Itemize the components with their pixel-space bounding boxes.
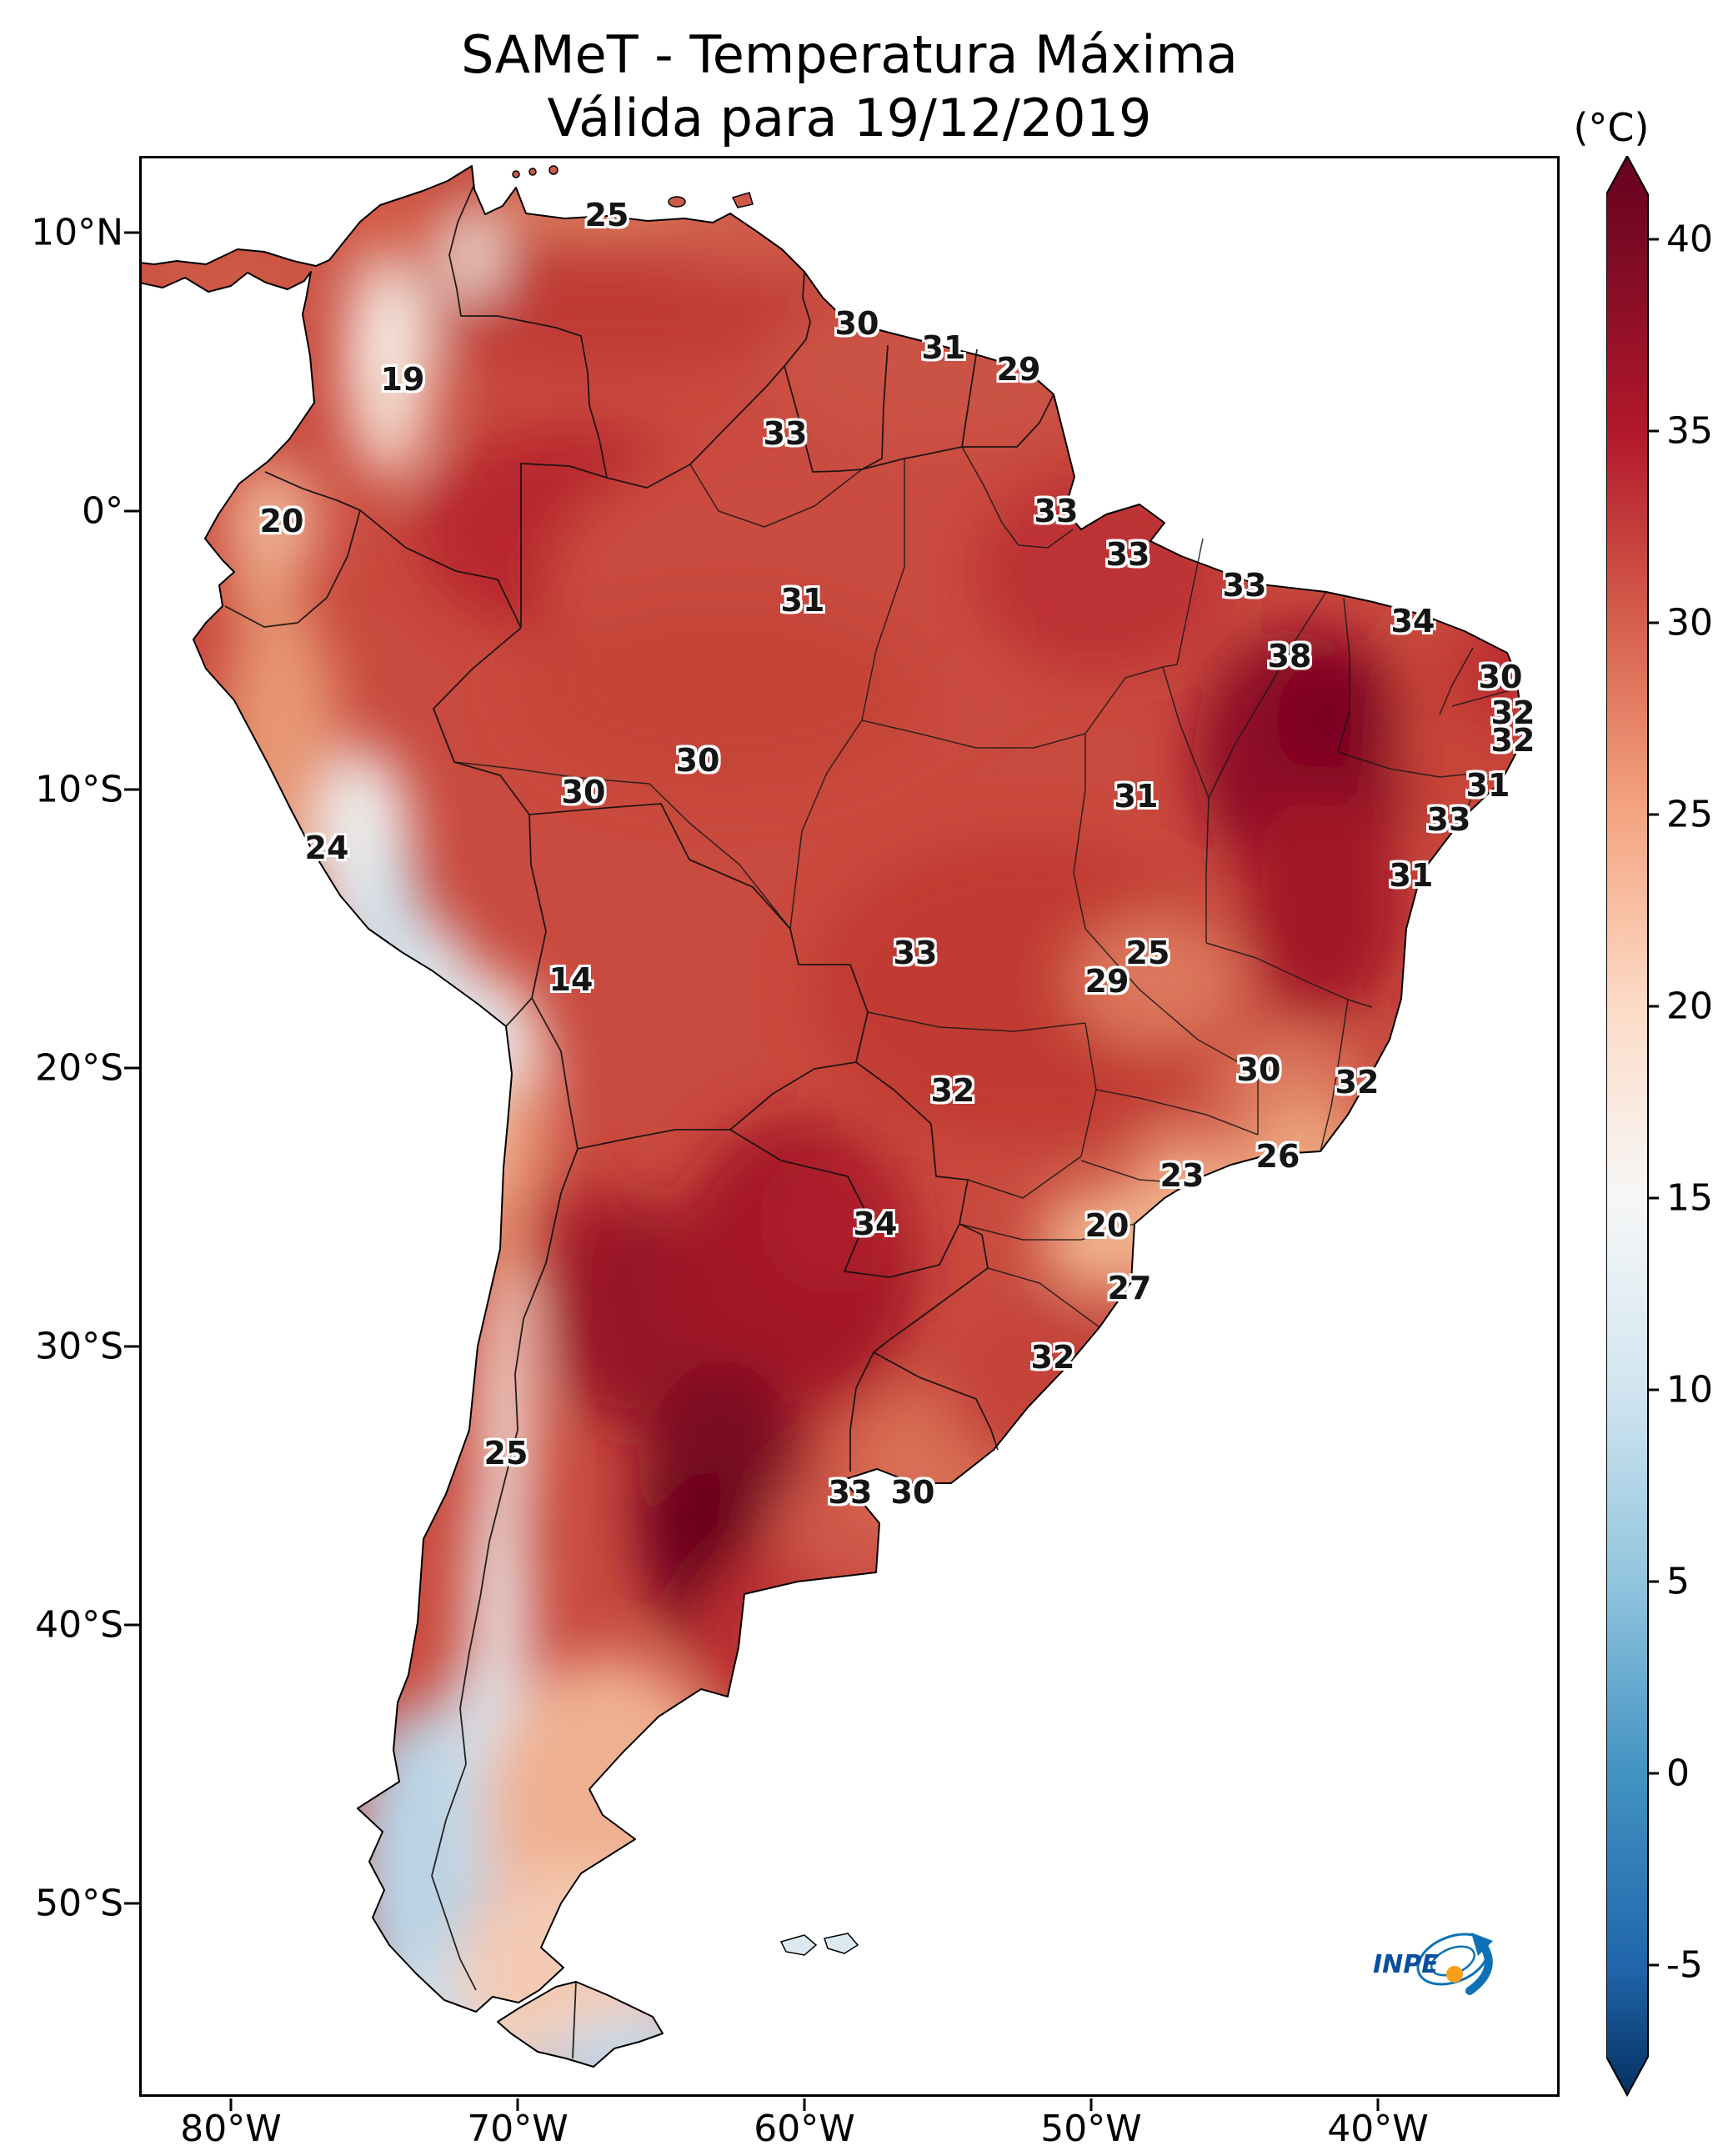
colorbar-unit-label: (°C) xyxy=(1573,105,1650,150)
longitude-tick-mark xyxy=(1376,2098,1380,2111)
colorbar-tick-label: 5 xyxy=(1666,1560,1690,1603)
latitude-tick-label: 30°S xyxy=(35,1325,123,1368)
latitude-tick-label: 40°S xyxy=(35,1603,123,1647)
latitude-tick-label: 50°S xyxy=(35,1882,123,1925)
latitude-tick-mark xyxy=(124,1066,139,1070)
colorbar xyxy=(1606,156,1649,2098)
inpe-logo-text: INPE xyxy=(1373,1950,1439,1979)
longitude-tick-label: 60°W xyxy=(754,2108,855,2150)
chart-subtitle: Válida para 19/12/2019 xyxy=(547,88,1152,148)
colorbar-tick-label: 10 xyxy=(1666,1368,1713,1411)
longitude-tick-label: 80°W xyxy=(180,2108,282,2150)
latitude-tick-mark xyxy=(124,1902,139,1905)
longitude-tick-label: 40°W xyxy=(1327,2108,1429,2150)
temperature-field xyxy=(139,166,1525,2067)
islands xyxy=(512,165,859,1956)
longitude-tick-label: 50°W xyxy=(1040,2108,1142,2150)
inpe-logo: INPE xyxy=(1371,1918,1505,2013)
latitude-tick-mark xyxy=(124,509,139,513)
inpe-logo-orbits xyxy=(1416,1933,1493,1995)
longitude-tick-mark xyxy=(516,2098,519,2111)
latitude-tick-label: 10°S xyxy=(35,768,123,811)
latitude-tick-mark xyxy=(124,231,139,234)
latitude-tick-label: 20°S xyxy=(35,1046,123,1090)
colorbar-tick-label: 30 xyxy=(1666,601,1713,644)
state-borders xyxy=(453,446,1514,1328)
inpe-logo-arrowhead xyxy=(1471,1933,1493,1956)
chart-title: SAMeT - Temperatura Máxima xyxy=(461,24,1238,85)
inpe-logo-orange-dot xyxy=(1446,1966,1463,1983)
colorbar-tick-label: 25 xyxy=(1666,793,1713,836)
south-america-temperature-map xyxy=(139,165,1525,2068)
longitude-tick-label: 70°W xyxy=(467,2108,568,2150)
longitude-tick-mark xyxy=(803,2098,806,2111)
longitude-tick-mark xyxy=(1089,2098,1093,2111)
colorbar-tick-label: 20 xyxy=(1666,985,1713,1028)
colorbar-tick-label: -5 xyxy=(1666,1943,1703,1987)
latitude-tick-label: 10°N xyxy=(31,211,123,254)
latitude-tick-mark xyxy=(124,788,139,791)
colorbar-gradient-bar xyxy=(1606,156,1649,2098)
colorbar-tick-label: 15 xyxy=(1666,1176,1713,1220)
latitude-tick-mark xyxy=(124,1345,139,1348)
latitude-tick-label: 0° xyxy=(82,489,123,533)
country-borders xyxy=(224,183,1054,2059)
colorbar-tick-label: 40 xyxy=(1666,218,1713,261)
longitude-tick-mark xyxy=(229,2098,233,2111)
colorbar-tick-label: 35 xyxy=(1666,409,1713,453)
colorbar-tick-label: 0 xyxy=(1666,1752,1690,1795)
latitude-tick-mark xyxy=(124,1623,139,1627)
